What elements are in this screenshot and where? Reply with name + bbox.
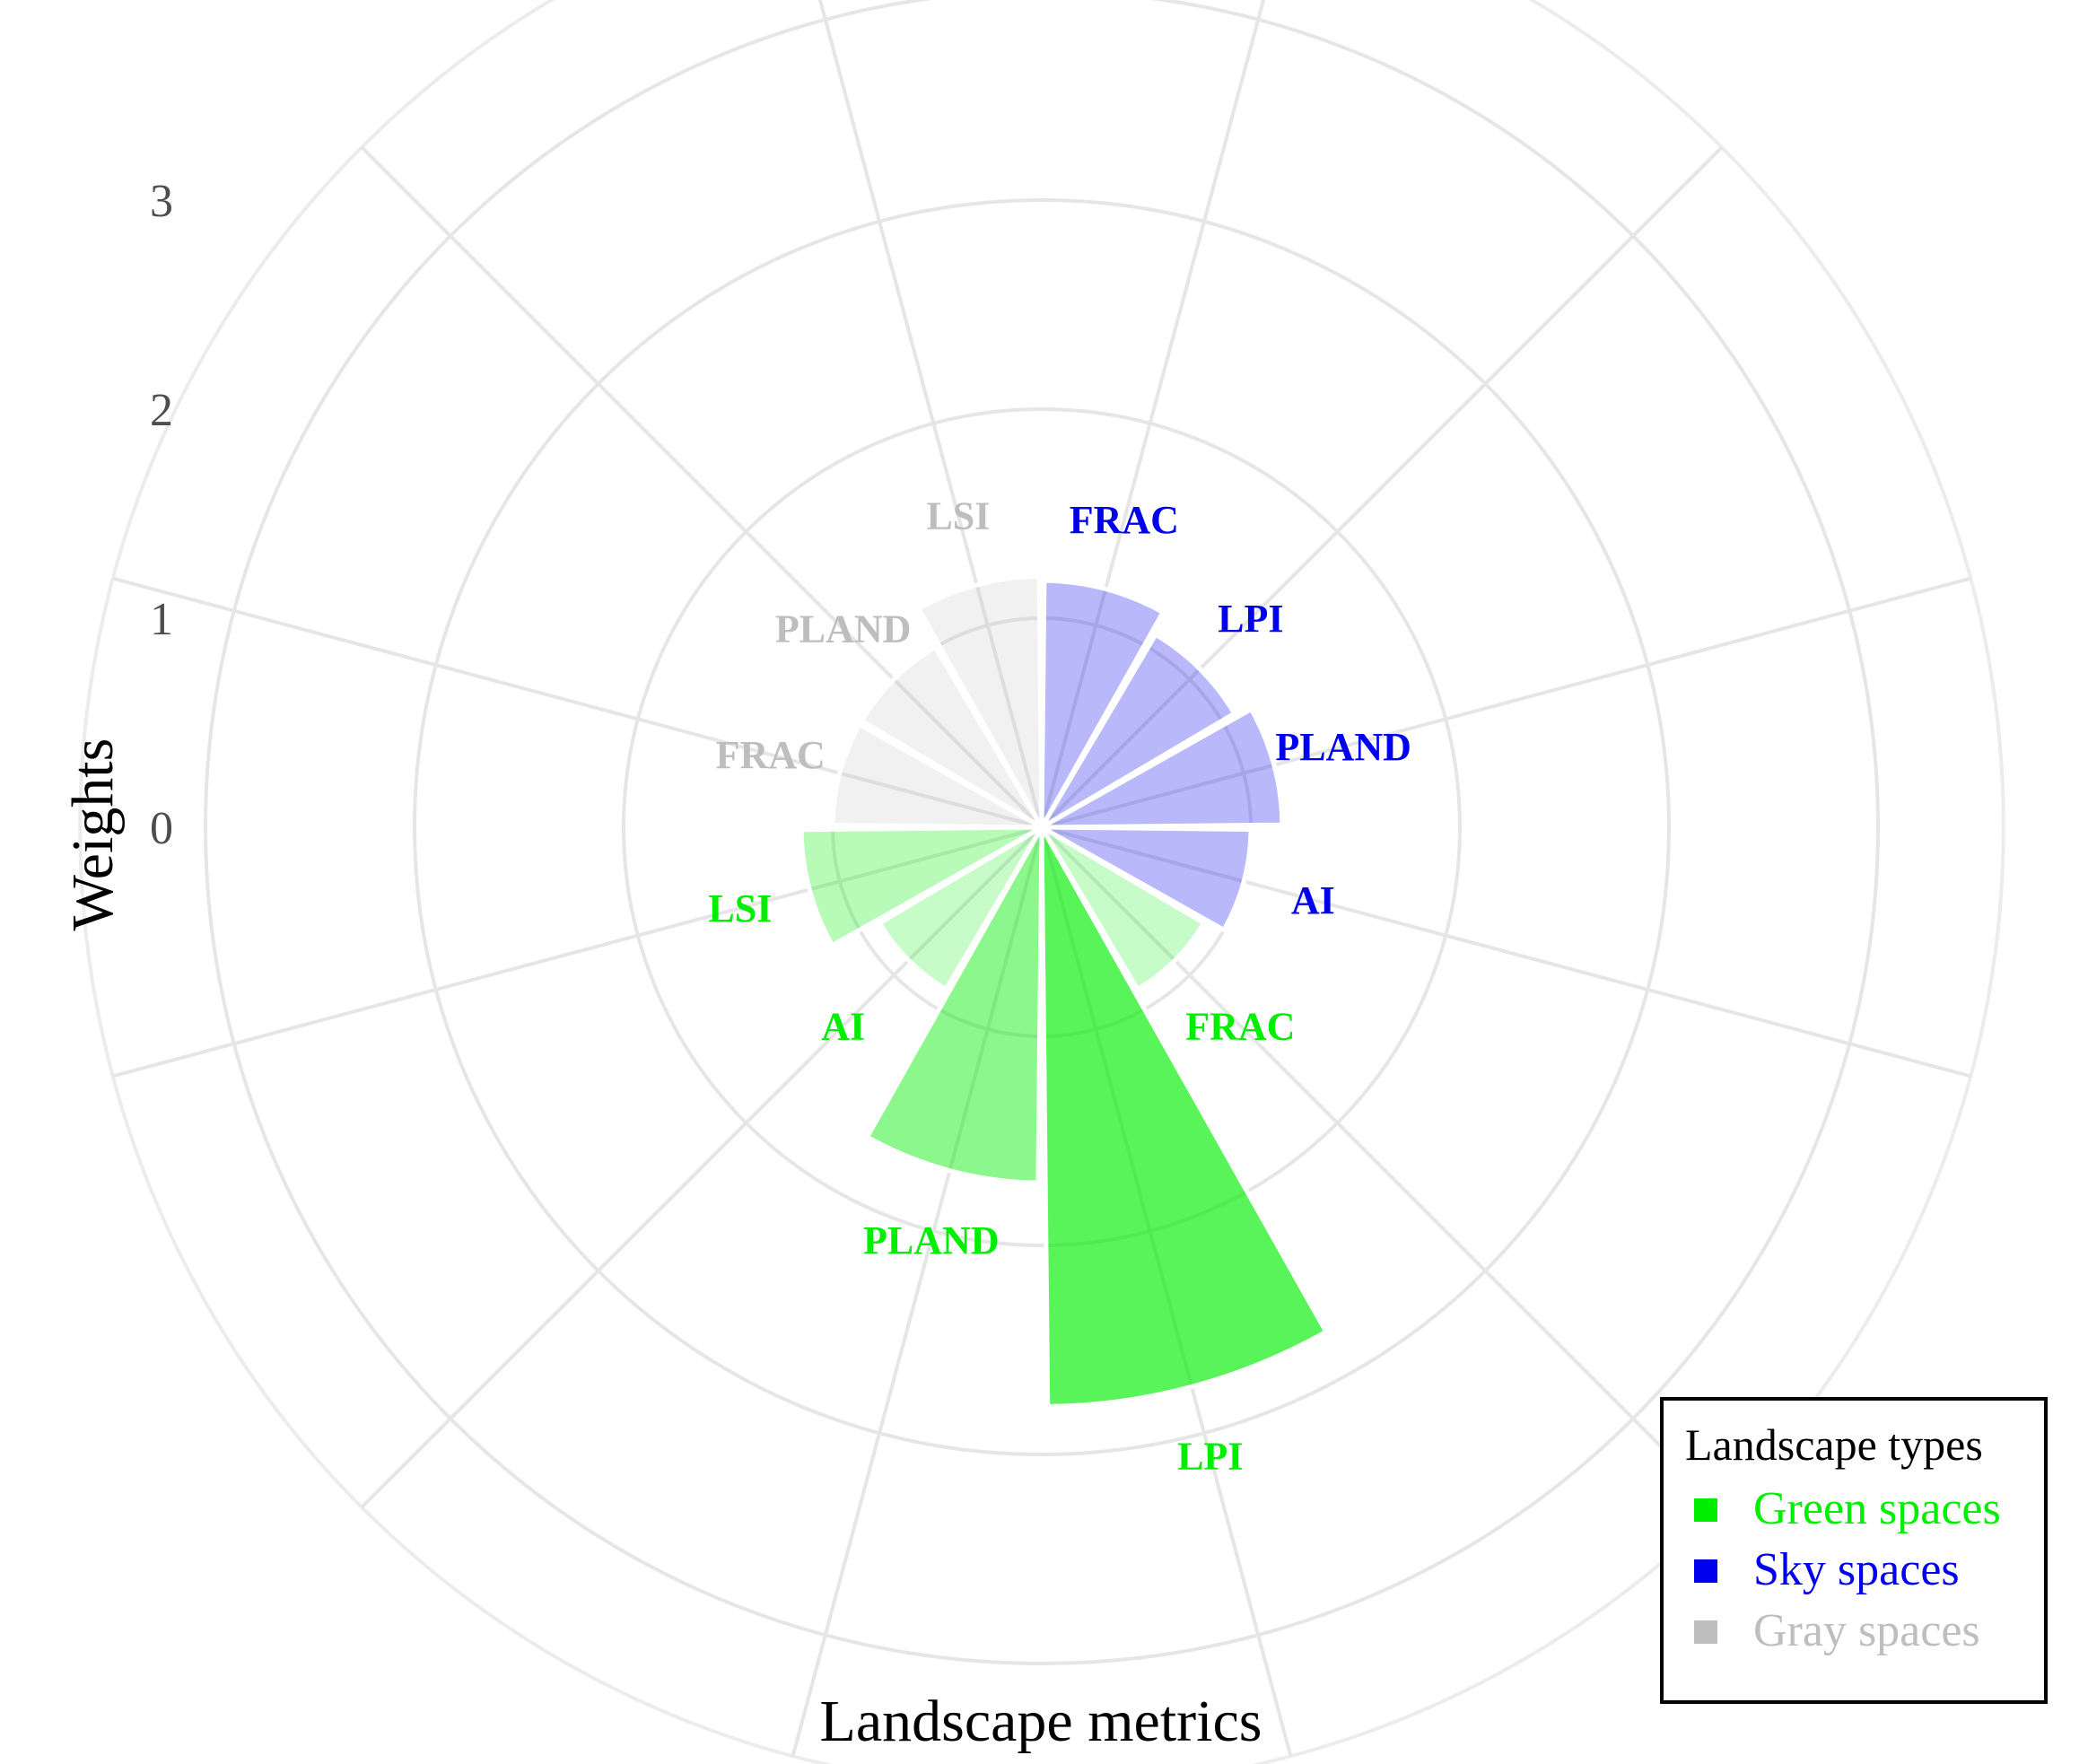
y-tick-label: 1 bbox=[150, 594, 173, 645]
x-axis-title: Landscape metrics bbox=[820, 1689, 1262, 1754]
bar-labels: FRAC LPI PLAND AI FRAC LPI PLAND AI LSI FRAC PLAND… bbox=[708, 494, 1411, 1479]
legend-entries: Green spaces Sky spaces Gray spaces bbox=[1694, 1483, 2001, 1656]
bar-label: FRAC bbox=[716, 733, 826, 777]
bar-label: LSI bbox=[708, 886, 772, 930]
bar bbox=[1040, 706, 1285, 830]
legend-swatch bbox=[1694, 1620, 1717, 1644]
grid-ring bbox=[204, 0, 1880, 1665]
bar-label: PLAND bbox=[863, 1218, 1000, 1262]
bars bbox=[799, 573, 1330, 1409]
bar bbox=[799, 825, 1044, 948]
grid-spoke bbox=[360, 825, 1044, 1509]
grid-spoke bbox=[1040, 825, 1724, 1509]
bar-label: AI bbox=[1291, 878, 1335, 922]
bar bbox=[830, 721, 1044, 830]
legend-swatch bbox=[1694, 1498, 1717, 1522]
legend-title: Landscape types bbox=[1685, 1419, 1983, 1470]
grid-spoke bbox=[817, 0, 1044, 828]
y-tick-label: 2 bbox=[150, 385, 173, 436]
bar-label: PLAND bbox=[775, 607, 912, 651]
legend-swatch bbox=[1694, 1559, 1717, 1583]
bar-label: FRAC bbox=[1070, 498, 1179, 542]
bar bbox=[1039, 825, 1207, 992]
legend-label: Gray spaces bbox=[1753, 1605, 1980, 1656]
bar-label: LPI bbox=[1177, 1435, 1243, 1479]
bar-label: FRAC bbox=[1185, 1004, 1295, 1048]
y-tick-labels: 0 1 2 3 bbox=[150, 176, 173, 854]
grid-ring bbox=[413, 198, 1671, 1456]
grid-spoke bbox=[1040, 145, 1724, 829]
bar bbox=[859, 644, 1044, 830]
bar-label: LPI bbox=[1218, 597, 1283, 641]
grid-spoke bbox=[1041, 576, 1971, 829]
bar-label: LSI bbox=[926, 494, 990, 538]
grid-spoke bbox=[791, 826, 1044, 1757]
grid-ring-outer bbox=[78, 0, 2005, 1764]
y-tick-label: 0 bbox=[150, 803, 173, 854]
legend-label: Sky spaces bbox=[1753, 1544, 1960, 1595]
bar bbox=[1040, 825, 1254, 933]
legend-label: Green spaces bbox=[1753, 1483, 2001, 1534]
bar bbox=[864, 825, 1044, 1185]
bar bbox=[1039, 578, 1166, 829]
grid-spoke bbox=[112, 576, 1043, 829]
grid-ring bbox=[622, 407, 1462, 1247]
grid-spoke bbox=[360, 145, 1044, 829]
bar bbox=[1039, 631, 1238, 830]
grid-rings bbox=[78, 0, 2005, 1764]
legend-box bbox=[1660, 1397, 2048, 1704]
grid-spoke bbox=[112, 825, 1043, 1078]
bar bbox=[915, 573, 1044, 829]
bar bbox=[877, 825, 1044, 992]
bar-label: AI bbox=[821, 1004, 865, 1048]
grid-spoke bbox=[1041, 825, 1971, 1078]
y-tick-label: 3 bbox=[150, 176, 173, 227]
bar bbox=[1039, 825, 1330, 1409]
y-axis-title: Weights bbox=[60, 738, 126, 931]
bar-label: PLAND bbox=[1275, 725, 1411, 769]
grid-spoke bbox=[1040, 0, 1266, 828]
